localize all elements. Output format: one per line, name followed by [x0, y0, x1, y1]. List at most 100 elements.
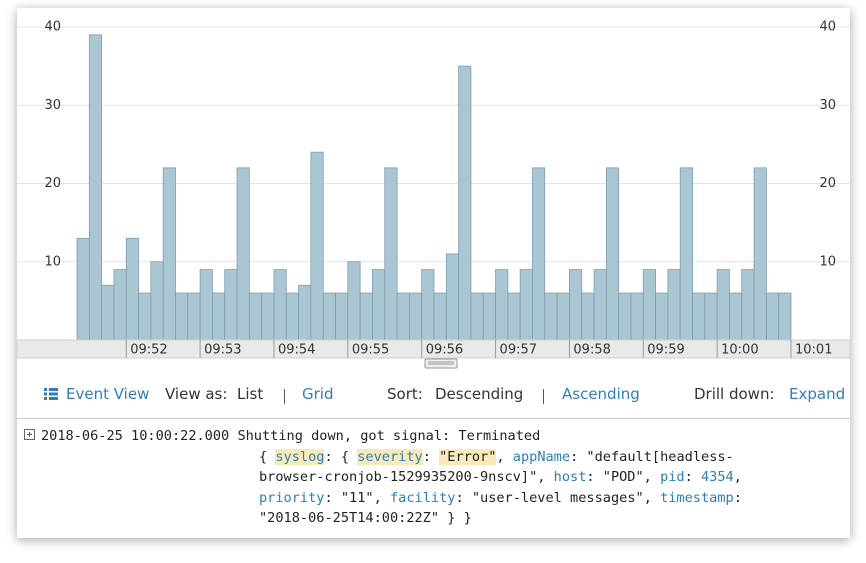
event-message: Shutting down, got signal: Terminated: [237, 428, 541, 444]
bar: [569, 269, 583, 341]
bar: [421, 269, 435, 341]
drill-down-label: Drill down:: [694, 385, 775, 403]
bar: [310, 151, 324, 341]
bar: [347, 261, 361, 341]
x-tick-label: 09:57: [500, 343, 537, 358]
view-as-label: View as:: [165, 385, 228, 403]
y-tick-label: 10: [44, 254, 61, 269]
bar: [716, 269, 730, 341]
grid-option[interactable]: Grid: [302, 385, 334, 403]
toolbar: Event View View as: List Grid Sort: Desc…: [17, 383, 850, 407]
x-tick-label: 10:00: [721, 343, 758, 358]
histogram: 10 20 30 40 10 20 30 40 09:52 09:53 09:54 09:55 09:5…: [17, 20, 850, 369]
punct: : {: [324, 448, 358, 465]
field-key: facility: [389, 489, 456, 506]
bar: [593, 269, 607, 341]
bar: [519, 269, 533, 341]
field-value: : "default[headless-: [570, 448, 734, 465]
punct: {: [259, 448, 276, 465]
y2-tick-label: 10: [819, 254, 836, 269]
bar: [372, 269, 386, 341]
bar: [298, 284, 312, 341]
bar: [556, 292, 570, 341]
x-tick-label: 09:52: [130, 343, 167, 358]
bar: [470, 292, 484, 341]
bar: [581, 292, 595, 341]
y2-tick-label: 30: [819, 98, 836, 113]
event-detail: browser-cronjob-1529935200-9nscv]", host…: [24, 467, 742, 488]
event-header: 2018-06-25 10:00:22.000 Shutting down, g…: [24, 426, 742, 447]
bar: [753, 167, 767, 341]
field-key: syslog: [275, 448, 325, 465]
separator: [543, 389, 544, 404]
bar: [125, 237, 139, 341]
bar: [150, 261, 164, 341]
event-detail: "2018-06-25T14:00:22Z" } }: [24, 508, 742, 529]
field-key: timestamp: [660, 489, 734, 506]
field-value: : "11",: [324, 489, 390, 506]
event-list: 2018-06-25 10:00:22.000 Shutting down, g…: [24, 426, 742, 529]
bar: [445, 253, 460, 341]
bar: [384, 167, 398, 341]
bar: [507, 292, 521, 341]
bar: [630, 292, 644, 341]
bar: [236, 167, 250, 341]
x-tick-label: 09:58: [573, 343, 610, 358]
bar: [482, 292, 496, 341]
time-strip: [17, 339, 850, 359]
bar: [101, 284, 115, 341]
bar: [88, 34, 103, 341]
event-timestamp: 2018-06-25 10:00:22.000: [41, 428, 230, 444]
bar: [322, 292, 336, 341]
field-key: host: [553, 469, 587, 485]
bar: [408, 292, 423, 341]
descending-option[interactable]: Descending: [435, 385, 524, 403]
punct: ,: [733, 469, 742, 485]
bar: [138, 292, 152, 341]
field-key: priority: [259, 489, 325, 506]
bar: [729, 292, 743, 341]
bar: [199, 269, 213, 341]
bar: [248, 292, 263, 341]
event-view-label: Event View: [66, 385, 150, 403]
bar: [359, 292, 373, 341]
bar: [765, 292, 780, 341]
event-detail: priority: "11", facility: "user-level me…: [24, 488, 742, 509]
y2-tick-label: 40: [819, 20, 836, 35]
ascending-option[interactable]: Ascending: [562, 385, 640, 403]
y-tick-label: 30: [44, 98, 61, 113]
x-tick-label: 09:54: [278, 343, 315, 358]
event-view[interactable]: Event View: [44, 385, 149, 403]
y-tick-label: 40: [44, 20, 61, 35]
bar: [667, 269, 681, 341]
bar: [458, 65, 472, 341]
bar: [704, 292, 718, 341]
field-value: "2018-06-25T14:00:22Z" } }: [259, 510, 472, 526]
field-value: 4354: [701, 469, 734, 485]
bar: [692, 292, 706, 341]
list-icon: [44, 388, 58, 400]
list-option[interactable]: List: [237, 385, 264, 403]
sort-label: Sort:: [387, 385, 423, 403]
expand-toggle[interactable]: [24, 429, 35, 440]
punct: ,: [496, 448, 513, 465]
punct: :: [733, 489, 742, 506]
bar: [261, 292, 275, 341]
bar: [273, 269, 287, 341]
divider: [17, 418, 850, 419]
x-tick-label: 10:01: [795, 343, 832, 358]
bar: [396, 292, 410, 341]
bar: [655, 292, 669, 341]
bar: [544, 292, 558, 341]
bar: [175, 292, 189, 341]
bar: [642, 269, 656, 341]
bar: [76, 237, 90, 341]
y2-tick-label: 20: [819, 176, 836, 191]
x-tick-label: 09:59: [647, 343, 684, 358]
punct: :: [684, 469, 701, 485]
expand-option[interactable]: Expand: [789, 385, 846, 403]
event-detail: { syslog: { severity: "Error", appName: …: [24, 447, 742, 468]
bar: [741, 269, 755, 341]
field-key: severity: [357, 448, 423, 465]
bar: [285, 292, 299, 341]
